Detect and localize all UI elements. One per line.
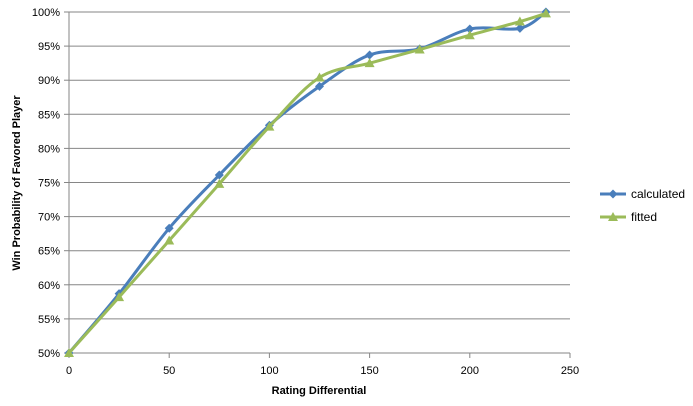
y-axis-title: Win Probability of Favored Player bbox=[11, 95, 23, 271]
series-line bbox=[67, 11, 547, 355]
data-point bbox=[264, 121, 275, 131]
y-axis-tick-labels: 50% 55% 60% 65% 70% 75% 80% 85% 90% 95% 100% bbox=[32, 7, 60, 360]
data-point bbox=[164, 235, 175, 245]
series-fitted bbox=[64, 8, 551, 357]
gridlines bbox=[64, 11, 571, 358]
data-point bbox=[214, 170, 224, 180]
legend-marker bbox=[608, 189, 618, 199]
data-point bbox=[164, 223, 174, 233]
data-point bbox=[515, 23, 525, 33]
y-tick-label: 85% bbox=[38, 109, 60, 121]
x-tick-label: 200 bbox=[461, 365, 479, 377]
y-tick-label: 100% bbox=[32, 7, 60, 19]
y-tick-label: 50% bbox=[38, 348, 60, 360]
y-tick-label: 65% bbox=[38, 246, 60, 258]
data-point bbox=[414, 44, 425, 54]
legend-item-fitted: fitted bbox=[600, 210, 657, 224]
data-point bbox=[315, 81, 324, 91]
data-point bbox=[514, 16, 525, 26]
legend-label: fitted bbox=[631, 210, 657, 224]
data-point bbox=[540, 8, 551, 18]
data-point bbox=[464, 30, 475, 40]
x-axis-tick-labels: 0 50 100 150 200 250 bbox=[66, 365, 579, 377]
data-point bbox=[114, 292, 125, 302]
x-tick-label: 50 bbox=[163, 365, 175, 377]
series-layer bbox=[64, 7, 551, 358]
y-tick-label: 70% bbox=[38, 212, 60, 224]
series-line bbox=[67, 10, 547, 354]
y-tick-label: 95% bbox=[38, 41, 60, 53]
y-tick-label: 75% bbox=[38, 178, 60, 190]
data-point bbox=[214, 178, 225, 188]
x-tick-label: 0 bbox=[66, 365, 72, 377]
data-point bbox=[365, 50, 375, 60]
x-axis-title: Rating Differential bbox=[272, 385, 367, 397]
series-calculated bbox=[64, 7, 551, 358]
data-point bbox=[465, 24, 475, 34]
y-tick-label: 60% bbox=[38, 280, 60, 292]
legend-item-calculated: calculated bbox=[600, 187, 685, 201]
y-tick-label: 90% bbox=[38, 75, 60, 87]
x-tick-label: 250 bbox=[561, 365, 579, 377]
y-tick-label: 80% bbox=[38, 143, 60, 155]
x-tick-label: 150 bbox=[360, 365, 378, 377]
x-tick-label: 100 bbox=[260, 365, 278, 377]
y-tick-label: 55% bbox=[38, 314, 60, 326]
data-point bbox=[364, 58, 375, 68]
legend-marker bbox=[608, 212, 618, 221]
data-point bbox=[64, 348, 74, 357]
legend: calculated fitted bbox=[600, 187, 685, 224]
data-point bbox=[314, 72, 325, 82]
legend-label: calculated bbox=[631, 187, 685, 201]
